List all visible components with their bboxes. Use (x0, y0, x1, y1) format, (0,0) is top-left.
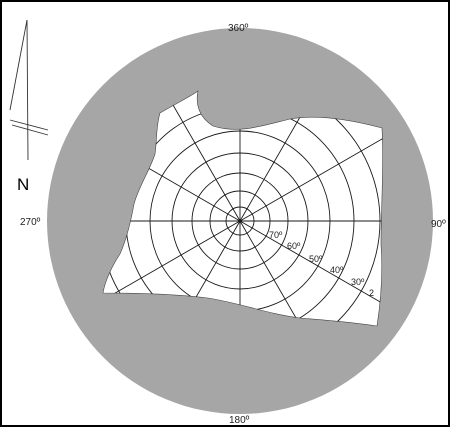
bearing-label-south: 180º (229, 415, 250, 426)
altitude-label-60: 60º (287, 241, 301, 251)
azimuth-spoke (139, 91, 241, 222)
north-letter: N (17, 175, 29, 194)
bearing-label-west: 270º (20, 217, 41, 228)
bearing-label-east: 90º (431, 219, 446, 230)
azimuth-spoke (239, 91, 341, 222)
azimuth-spoke (239, 220, 383, 322)
azimuth-spoke (239, 120, 383, 222)
azimuth-spoke (103, 220, 241, 322)
altitude-label-30: 30º (351, 277, 365, 287)
azimuth-spoke (103, 120, 241, 222)
altitude-label-70: 70º (269, 230, 283, 240)
altitude-label-20: 2 (369, 288, 374, 298)
azimuth-spoke (239, 220, 341, 326)
north-arrow-icon (9, 19, 49, 161)
altitude-label-50: 50º (309, 254, 323, 264)
bearing-label-north: 360º (228, 23, 249, 34)
visible-sky-area (102, 90, 383, 327)
altitude-label-40: 40º (330, 265, 344, 275)
